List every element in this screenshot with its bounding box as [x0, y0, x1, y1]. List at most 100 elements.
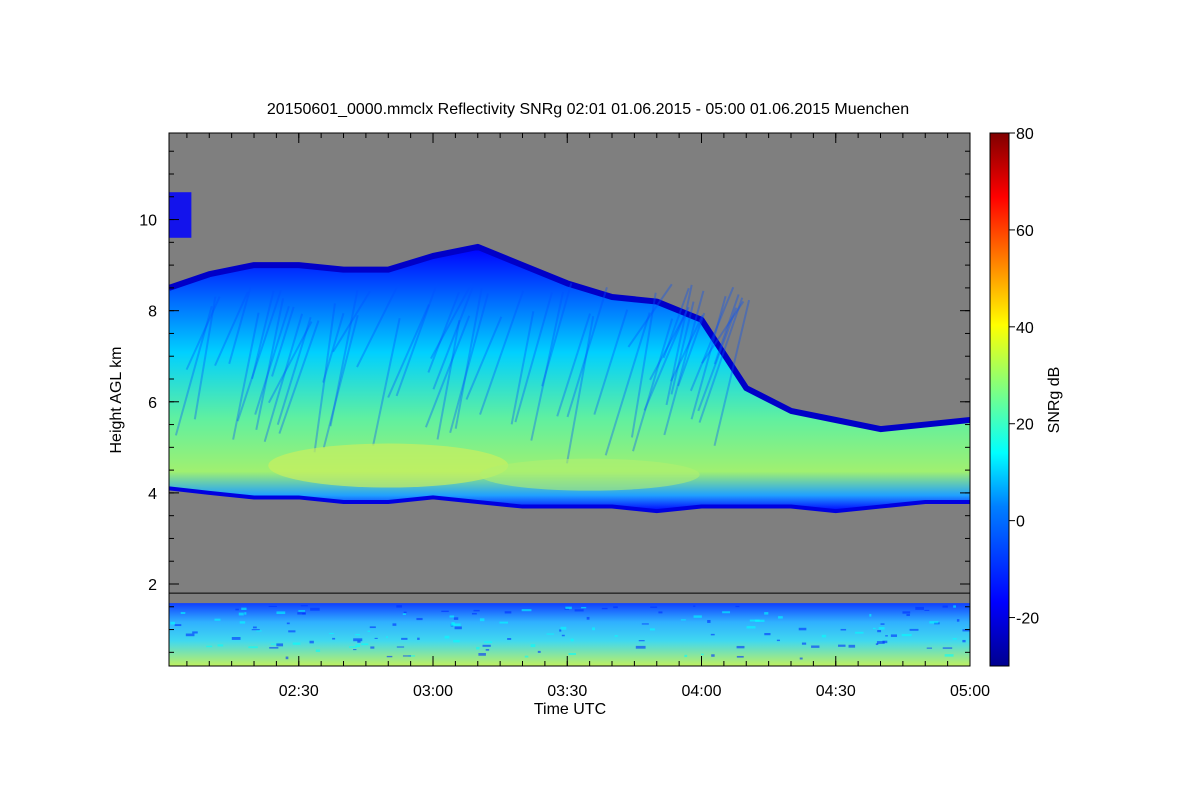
boundary-layer-speckle	[361, 643, 369, 646]
boundary-layer-speckle	[764, 612, 769, 615]
boundary-layer-speckle	[217, 644, 224, 647]
boundary-layer-speckle	[251, 629, 260, 631]
boundary-layer-speckle	[649, 628, 655, 631]
fall-streak	[268, 321, 313, 404]
boundary-layer-speckle	[367, 630, 371, 632]
boundary-layer-speckle	[565, 606, 572, 610]
boundary-layer-speckle	[869, 613, 872, 617]
fall-streak	[665, 284, 693, 406]
fall-streak	[713, 299, 751, 446]
boundary-layer-speckle	[507, 638, 512, 640]
boundary-layer-speckle	[568, 653, 576, 655]
boundary-layer-speckle	[700, 653, 704, 656]
fall-streak	[479, 290, 525, 415]
boundary-layer-speckle	[952, 638, 957, 640]
fall-streak	[236, 289, 282, 422]
boundary-layer-speckle	[880, 623, 885, 625]
boundary-layer-speckle	[601, 607, 608, 610]
boundary-layer-speckle	[736, 645, 745, 649]
fall-streak	[263, 313, 304, 443]
boundary-layer-speckle	[693, 615, 702, 618]
boundary-layer-speckle	[417, 637, 420, 640]
boundary-layer-speckle	[909, 628, 919, 631]
boundary-layer-speckle	[559, 629, 562, 632]
fall-streak	[556, 313, 591, 417]
fall-streak	[185, 296, 221, 371]
fall-streak	[632, 318, 674, 452]
boundary-layer-speckle	[416, 617, 423, 621]
boundary-layer-speckle	[270, 643, 280, 645]
boundary-layer-speckle	[890, 634, 898, 637]
boundary-layer-speckle	[449, 615, 455, 618]
boundary-layer-speckle	[560, 626, 567, 630]
boundary-layer-speckle	[444, 635, 450, 639]
fall-streak	[510, 311, 535, 425]
fall-streak	[436, 319, 461, 440]
cloud-top-edge	[169, 243, 970, 433]
boundary-layer-speckle	[906, 613, 910, 617]
boundary-layer-speckle	[902, 611, 911, 614]
boundary-layer-speckle	[478, 653, 486, 656]
fall-streak	[232, 312, 260, 440]
cloud-core	[479, 458, 700, 491]
boundary-layer-speckle	[586, 616, 590, 620]
y-axis-title: Height AGL km	[108, 346, 125, 453]
boundary-layer-speckle	[570, 638, 574, 642]
boundary-layer-speckle	[650, 606, 658, 608]
boundary-layer-speckle	[755, 619, 765, 622]
fall-streak	[251, 290, 275, 380]
boundary-layer-speckle	[180, 611, 186, 614]
boundary-layer-speckle	[499, 621, 508, 624]
boundary-layer-speckle	[402, 613, 406, 615]
boundary-layer-speckle	[882, 640, 888, 644]
boundary-layer-speckle	[386, 655, 393, 658]
fall-streak	[313, 303, 336, 453]
boundary-layer-speckle	[848, 644, 856, 648]
fall-streak	[322, 312, 345, 383]
boundary-layer-speckle	[206, 645, 213, 648]
boundary-layer-speckle	[613, 606, 618, 609]
boundary-layer-speckle	[924, 609, 930, 612]
fall-streak	[604, 312, 651, 456]
x-tick-label: 05:00	[950, 683, 990, 700]
boundary-layer-speckle	[353, 649, 357, 651]
boundary-layer	[169, 603, 970, 666]
boundary-layer-speckle	[956, 619, 960, 622]
fall-streak	[276, 316, 312, 426]
fall-streak	[254, 305, 290, 415]
fall-streak	[698, 297, 744, 423]
boundary-layer-speckle	[749, 619, 760, 622]
boundary-layer-speckle	[942, 605, 948, 608]
boundary-layer-speckle	[349, 646, 357, 648]
fall-streak	[565, 315, 595, 464]
boundary-layer-speckle	[872, 627, 876, 630]
fall-streak	[649, 306, 690, 381]
boundary-layer-speckle	[450, 623, 461, 627]
boundary-layer-speckle	[241, 607, 247, 610]
boundary-layer-speckle	[315, 649, 321, 652]
fall-streak	[593, 309, 629, 415]
boundary-layer-speckle	[374, 637, 378, 639]
boundary-layer-speckle	[310, 607, 320, 611]
boundary-layer-speckle	[329, 633, 334, 635]
fall-streak	[174, 305, 213, 436]
boundary-layer-speckle	[332, 637, 336, 640]
fall-streak	[663, 290, 705, 436]
boundary-layer-speckle	[170, 621, 175, 625]
upper-cloud-patch	[169, 192, 192, 238]
x-tick-label: 03:00	[413, 683, 453, 700]
boundary-layer-speckle	[252, 626, 257, 629]
boundary-layer-speckle	[530, 644, 536, 648]
fall-streak	[627, 283, 673, 348]
boundary-layer-speckle	[441, 610, 449, 613]
boundary-layer-speckle	[297, 612, 306, 615]
fall-streak	[214, 291, 249, 367]
fall-streak	[662, 287, 690, 359]
fall-streak	[465, 316, 503, 400]
x-axis-title: Time UTC	[534, 701, 606, 718]
colorbar-tick-label: 0	[1016, 514, 1025, 531]
x-tick-label: 03:30	[547, 683, 587, 700]
boundary-layer-speckle	[798, 627, 807, 631]
boundary-layer-speckle	[268, 605, 277, 607]
